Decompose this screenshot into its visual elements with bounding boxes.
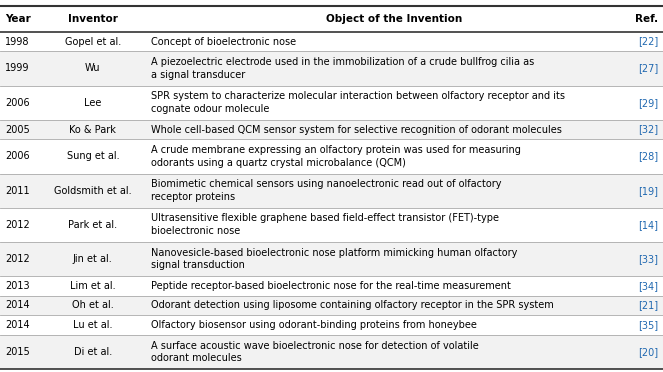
Text: Park et al.: Park et al. <box>68 220 117 230</box>
Bar <box>0 335 663 369</box>
Text: A surface acoustic wave bioelectronic nose for detection of volatile
odorant mol: A surface acoustic wave bioelectronic no… <box>151 340 479 363</box>
Text: [32]: [32] <box>638 125 658 135</box>
Text: Lim et al.: Lim et al. <box>70 281 115 291</box>
Text: Biomimetic chemical sensors using nanoelectronic read out of olfactory
receptor : Biomimetic chemical sensors using nanoel… <box>151 179 502 202</box>
Text: 2014: 2014 <box>5 301 30 311</box>
Text: Olfactory biosensor using odorant-binding proteins from honeybee: Olfactory biosensor using odorant-bindin… <box>151 320 477 330</box>
Bar <box>0 296 663 315</box>
Text: Ko & Park: Ko & Park <box>70 125 116 135</box>
Text: Peptide receptor-based bioelectronic nose for the real-time measurement: Peptide receptor-based bioelectronic nos… <box>151 281 511 291</box>
Text: 2012: 2012 <box>5 254 30 264</box>
Text: Oh et al.: Oh et al. <box>72 301 113 311</box>
Text: Sung et al.: Sung et al. <box>66 151 119 161</box>
Text: Gopel et al.: Gopel et al. <box>65 36 121 46</box>
Text: 2015: 2015 <box>5 347 30 357</box>
Text: Ref.: Ref. <box>635 14 658 24</box>
Text: Odorant detection using liposome containing olfactory receptor in the SPR system: Odorant detection using liposome contain… <box>151 301 554 311</box>
Text: Whole cell-based QCM sensor system for selective recognition of odorant molecule: Whole cell-based QCM sensor system for s… <box>151 125 562 135</box>
Text: [29]: [29] <box>638 97 658 108</box>
Bar <box>0 120 663 139</box>
Text: [28]: [28] <box>638 151 658 161</box>
Text: [35]: [35] <box>638 320 658 330</box>
Text: 2013: 2013 <box>5 281 30 291</box>
Text: 2005: 2005 <box>5 125 30 135</box>
Text: [33]: [33] <box>638 254 658 264</box>
Text: Goldsmith et al.: Goldsmith et al. <box>54 186 132 196</box>
Text: 2012: 2012 <box>5 220 30 230</box>
Text: Concept of bioelectronic nose: Concept of bioelectronic nose <box>151 36 296 46</box>
Text: Di et al.: Di et al. <box>74 347 112 357</box>
Text: [34]: [34] <box>638 281 658 291</box>
Text: [19]: [19] <box>638 186 658 196</box>
Text: Wu: Wu <box>85 63 101 73</box>
Text: Inventor: Inventor <box>68 14 118 24</box>
Text: 2014: 2014 <box>5 320 30 330</box>
Text: [22]: [22] <box>638 36 658 46</box>
Text: 2006: 2006 <box>5 151 30 161</box>
Text: Lee: Lee <box>84 97 101 108</box>
Text: Nanovesicle-based bioelectronic nose platform mimicking human olfactory
signal t: Nanovesicle-based bioelectronic nose pla… <box>151 248 518 270</box>
Text: Ultrasensitive flexible graphene based field-effect transistor (FET)-type
bioele: Ultrasensitive flexible graphene based f… <box>151 214 499 236</box>
Text: Year: Year <box>5 14 31 24</box>
Text: 1998: 1998 <box>5 36 30 46</box>
Bar <box>0 51 663 86</box>
Text: SPR system to characterize molecular interaction between olfactory receptor and : SPR system to characterize molecular int… <box>151 91 565 114</box>
Text: 1999: 1999 <box>5 63 30 73</box>
Text: [14]: [14] <box>638 220 658 230</box>
Text: Jin et al.: Jin et al. <box>73 254 113 264</box>
Text: A piezoelectric electrode used in the immobilization of a crude bullfrog cilia a: A piezoelectric electrode used in the im… <box>151 57 534 80</box>
Bar <box>0 242 663 276</box>
Text: 2006: 2006 <box>5 97 30 108</box>
Text: [27]: [27] <box>638 63 658 73</box>
Text: [20]: [20] <box>638 347 658 357</box>
Text: A crude membrane expressing an olfactory protein was used for measuring
odorants: A crude membrane expressing an olfactory… <box>151 145 521 168</box>
Text: Lu et al.: Lu et al. <box>73 320 113 330</box>
Text: [21]: [21] <box>638 301 658 311</box>
Text: Object of the Invention: Object of the Invention <box>326 14 462 24</box>
Text: 2011: 2011 <box>5 186 30 196</box>
Bar <box>0 173 663 208</box>
